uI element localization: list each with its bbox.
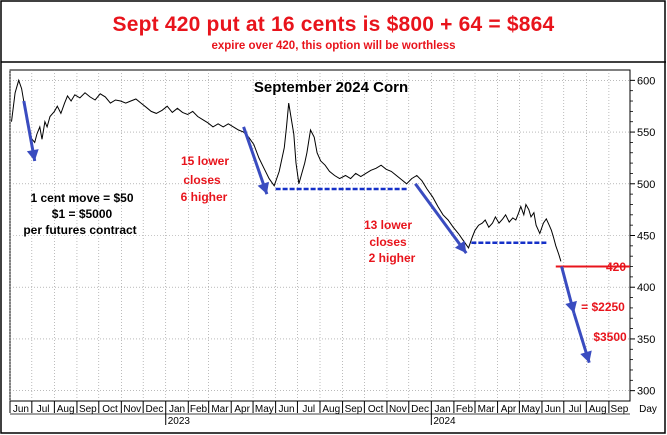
y-tick-label: 400 <box>637 282 655 294</box>
y-tick-label: 350 <box>637 334 655 346</box>
x-tick-label: Sep <box>345 404 363 415</box>
annotation-note-9: 2 higher <box>369 251 416 265</box>
x-tick-label: Feb <box>190 404 208 415</box>
arrow-head <box>580 350 592 363</box>
x-tick-label: Jan <box>169 404 185 415</box>
x-tick-label: Mar <box>478 404 496 415</box>
x-tick-label: Mar <box>211 404 229 415</box>
chart-title: September 2024 Corn <box>254 79 408 96</box>
x-tick-label: Aug <box>322 404 340 415</box>
price-line <box>11 78 562 262</box>
x-tick-label: Nov <box>389 404 407 415</box>
annotation-note-12: $3500 <box>593 330 627 344</box>
annotation-note-3: per futures contract <box>23 223 136 237</box>
x-axis-label: Day <box>639 404 657 415</box>
x-tick-label: Aug <box>589 404 607 415</box>
x-tick-label: Oct <box>102 404 118 415</box>
trend-arrow <box>242 126 269 195</box>
trend-arrow <box>572 312 591 364</box>
x-tick-label: Oct <box>368 404 384 415</box>
x-tick-label: May <box>521 404 540 415</box>
y-tick-label: 550 <box>637 127 655 139</box>
annotation-note-1: 1 cent move = $50 <box>30 191 133 205</box>
x-tick-label: Jan <box>435 404 451 415</box>
y-tick-label: 450 <box>637 231 655 243</box>
x-tick-label: Jul <box>37 404 50 415</box>
x-tick-label: Jun <box>545 404 561 415</box>
arrow-head <box>257 181 269 195</box>
x-tick-label: Sep <box>79 404 97 415</box>
x-tick-label: Jun <box>278 404 294 415</box>
arrow-head <box>454 240 467 254</box>
trend-arrow <box>22 100 37 162</box>
x-tick-label: Apr <box>234 404 250 415</box>
x-tick-label: Jun <box>13 404 29 415</box>
x-tick-label: Apr <box>501 404 517 415</box>
x-tick-label: May <box>255 404 274 415</box>
x-tick-label: Jul <box>302 404 315 415</box>
x-tick-label: Dec <box>411 404 429 415</box>
plot-area <box>9 69 631 402</box>
arrow-head <box>565 300 577 314</box>
y-tick-label: 600 <box>637 75 655 87</box>
annotation-note-5: closes <box>183 173 221 187</box>
annotation-note-2: $1 = $5000 <box>52 207 113 221</box>
x-tick-label: Nov <box>123 404 141 415</box>
arrow-head <box>26 149 39 162</box>
annotation-note-8: closes <box>369 235 407 249</box>
trend-arrow <box>414 182 468 254</box>
y-tick-label: 500 <box>637 179 655 191</box>
x-tick-label: Jul <box>569 404 582 415</box>
annotation-note-11: = $2250 <box>581 300 625 314</box>
year-label: 2024 <box>433 416 456 427</box>
trend-arrow <box>560 266 576 314</box>
year-label: 2023 <box>168 416 191 427</box>
annotation-note-4: 15 lower <box>181 154 229 168</box>
x-tick-label: Aug <box>57 404 75 415</box>
subheadline: expire over 420, this option will be wor… <box>211 40 456 52</box>
x-tick-label: Dec <box>146 404 164 415</box>
annotation-note-10: 420 <box>606 260 626 274</box>
y-tick-label: 300 <box>637 386 655 398</box>
annotation-note-7: 13 lower <box>364 218 412 232</box>
x-tick-label: Sep <box>611 404 629 415</box>
x-tick-label: Feb <box>456 404 474 415</box>
annotation-note-6: 6 higher <box>181 190 228 204</box>
headline: Sept 420 put at 16 cents is $800 + 64 = … <box>112 13 555 36</box>
